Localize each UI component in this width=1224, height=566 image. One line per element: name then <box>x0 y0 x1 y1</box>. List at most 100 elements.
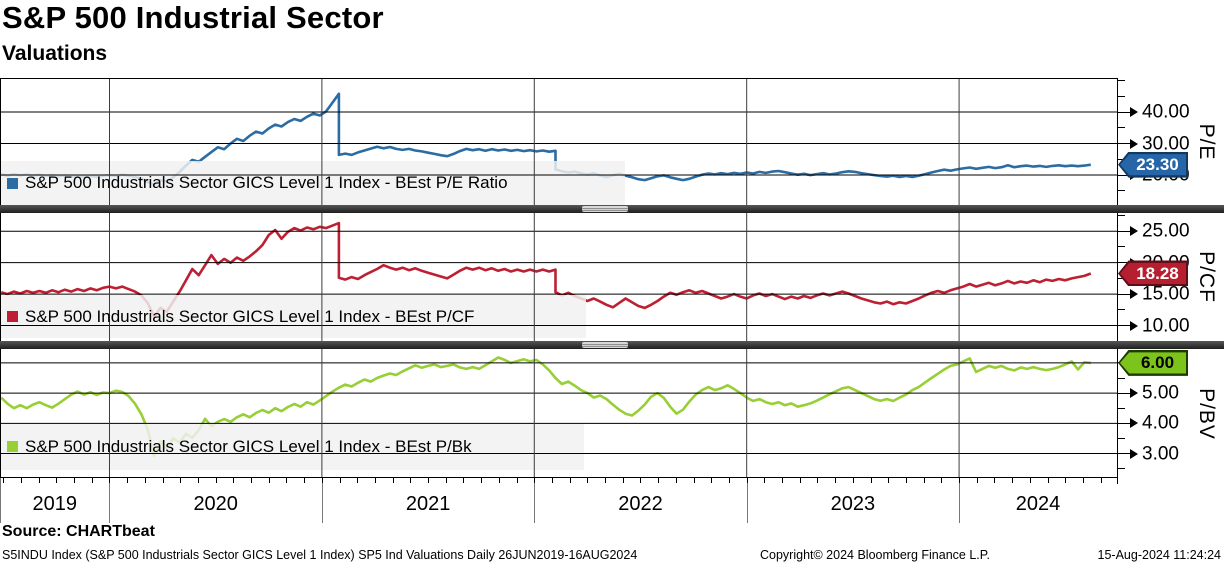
x-month-tick <box>39 478 40 483</box>
legend-swatch-pbv <box>7 441 18 452</box>
source-label: Source: CHARTbeat <box>2 523 155 540</box>
x-month-tick <box>251 478 252 483</box>
y-tick <box>1118 262 1131 264</box>
y-tick <box>1118 325 1131 327</box>
x-year-label: 2020 <box>193 493 238 515</box>
x-month-tick <box>906 478 907 483</box>
x-month-tick <box>304 478 305 483</box>
x-month-tick <box>694 478 695 483</box>
panel-pe: S&P 500 Industrials Sector GICS Level 1 … <box>0 78 1224 205</box>
x-year-label: 2024 <box>1015 493 1061 515</box>
footer-copyright: Copyright© 2024 Bloomberg Finance L.P. <box>760 548 990 562</box>
x-month-tick <box>180 478 181 483</box>
y-minor-tick <box>1118 309 1125 311</box>
panel-resize-handle[interactable] <box>582 342 628 348</box>
x-month-tick <box>56 478 57 483</box>
x-month-tick <box>499 478 500 483</box>
y-tick-arrow-icon <box>1130 289 1138 300</box>
x-month-tick <box>127 478 128 483</box>
y-tick <box>1118 422 1131 424</box>
y-minor-tick <box>1118 437 1125 439</box>
x-month-tick <box>1048 478 1049 483</box>
x-month-tick <box>428 478 429 483</box>
legend-pe: S&P 500 Industrials Sector GICS Level 1 … <box>0 161 625 205</box>
x-year-gridline <box>0 478 1 523</box>
x-month-tick <box>570 478 571 483</box>
legend-band-pe <box>0 161 625 205</box>
x-month-tick <box>587 478 588 483</box>
y-tick <box>1118 293 1131 295</box>
axis-title-pcf: P/CF <box>1195 251 1218 303</box>
y-tick <box>1118 453 1131 455</box>
x-month-tick <box>1012 478 1013 483</box>
x-month-tick <box>322 478 323 483</box>
legend-band-pcf <box>0 295 586 338</box>
chart-subtitle: Valuations <box>2 42 108 65</box>
x-year-label: 2019 <box>32 493 77 515</box>
y-tick-label: 25.00 <box>1142 220 1190 242</box>
x-month-tick <box>605 478 606 483</box>
y-tick <box>1118 230 1131 232</box>
x-month-tick <box>357 478 358 483</box>
legend-band-pbv <box>0 423 584 470</box>
x-year-gridline <box>534 478 535 523</box>
panel-separator <box>0 205 1224 213</box>
panel-pbv: S&P 500 Industrials Sector GICS Level 1 … <box>0 349 1224 478</box>
x-month-tick <box>623 478 624 483</box>
panel-separator <box>0 341 1224 349</box>
pe-grid-svg <box>0 78 1117 205</box>
x-month-tick <box>375 478 376 483</box>
y-tick-label: 15.00 <box>1142 283 1190 305</box>
x-axis: 2019 2020 2021 2022 2023 2024 <box>0 478 1224 526</box>
x-month-tick <box>446 478 447 483</box>
legend-swatch-pe <box>7 177 18 189</box>
x-month-tick <box>410 478 411 483</box>
x-month-tick <box>517 478 518 483</box>
y-tick-label: 10.00 <box>1142 315 1190 337</box>
x-month-tick <box>994 478 995 483</box>
last-value-tag-pcf: 18.28 <box>1118 260 1188 287</box>
last-value-pe: 23.30 <box>1136 155 1179 175</box>
last-value-pcf: 18.28 <box>1136 263 1179 283</box>
panel-resize-handle[interactable] <box>582 206 628 212</box>
x-month-tick <box>552 478 553 483</box>
x-month-tick <box>1030 478 1031 483</box>
footer-datetime: 15-Aug-2024 11:24:24 <box>1097 548 1221 562</box>
x-year-label: 2022 <box>618 493 663 515</box>
y-minor-tick <box>1118 80 1125 82</box>
x-month-tick <box>640 478 641 483</box>
axis-title-pbv: P/BV <box>1195 387 1218 440</box>
x-month-tick <box>835 478 836 483</box>
y-tick <box>1118 174 1131 176</box>
x-month-tick <box>1083 478 1084 483</box>
legend-pcf: S&P 500 Industrials Sector GICS Level 1 … <box>0 295 586 338</box>
x-axis-edge-tick <box>1117 478 1118 484</box>
y-minor-tick <box>1118 468 1125 470</box>
x-month-tick <box>747 478 748 483</box>
x-month-tick <box>871 478 872 483</box>
y-tick-label: 40.00 <box>1142 101 1190 123</box>
pcf-series-svg <box>0 221 1092 318</box>
y-minor-tick <box>1118 407 1125 409</box>
x-month-tick <box>534 478 535 483</box>
footer-description: S5INDU Index (S&P 500 Industrials Sector… <box>2 548 638 562</box>
last-value-tag-pbv: 6.00 <box>1118 349 1188 376</box>
x-month-tick <box>658 478 659 483</box>
x-year-label: 2021 <box>405 493 451 515</box>
panel-pcf: S&P 500 Industrials Sector GICS Level 1 … <box>0 213 1224 341</box>
x-month-tick <box>393 478 394 483</box>
x-month-tick <box>1065 478 1066 483</box>
y-tick-arrow-icon <box>1130 448 1138 459</box>
pcf-line-series <box>0 221 1092 318</box>
x-month-tick <box>676 478 677 483</box>
x-month-tick <box>145 478 146 483</box>
x-month-tick <box>233 478 234 483</box>
y-tick-label: 3.00 <box>1142 443 1179 465</box>
x-month-tick <box>924 478 925 483</box>
x-month-tick <box>817 478 818 483</box>
y-tick-label: 4.00 <box>1142 412 1179 434</box>
x-month-tick <box>782 478 783 483</box>
